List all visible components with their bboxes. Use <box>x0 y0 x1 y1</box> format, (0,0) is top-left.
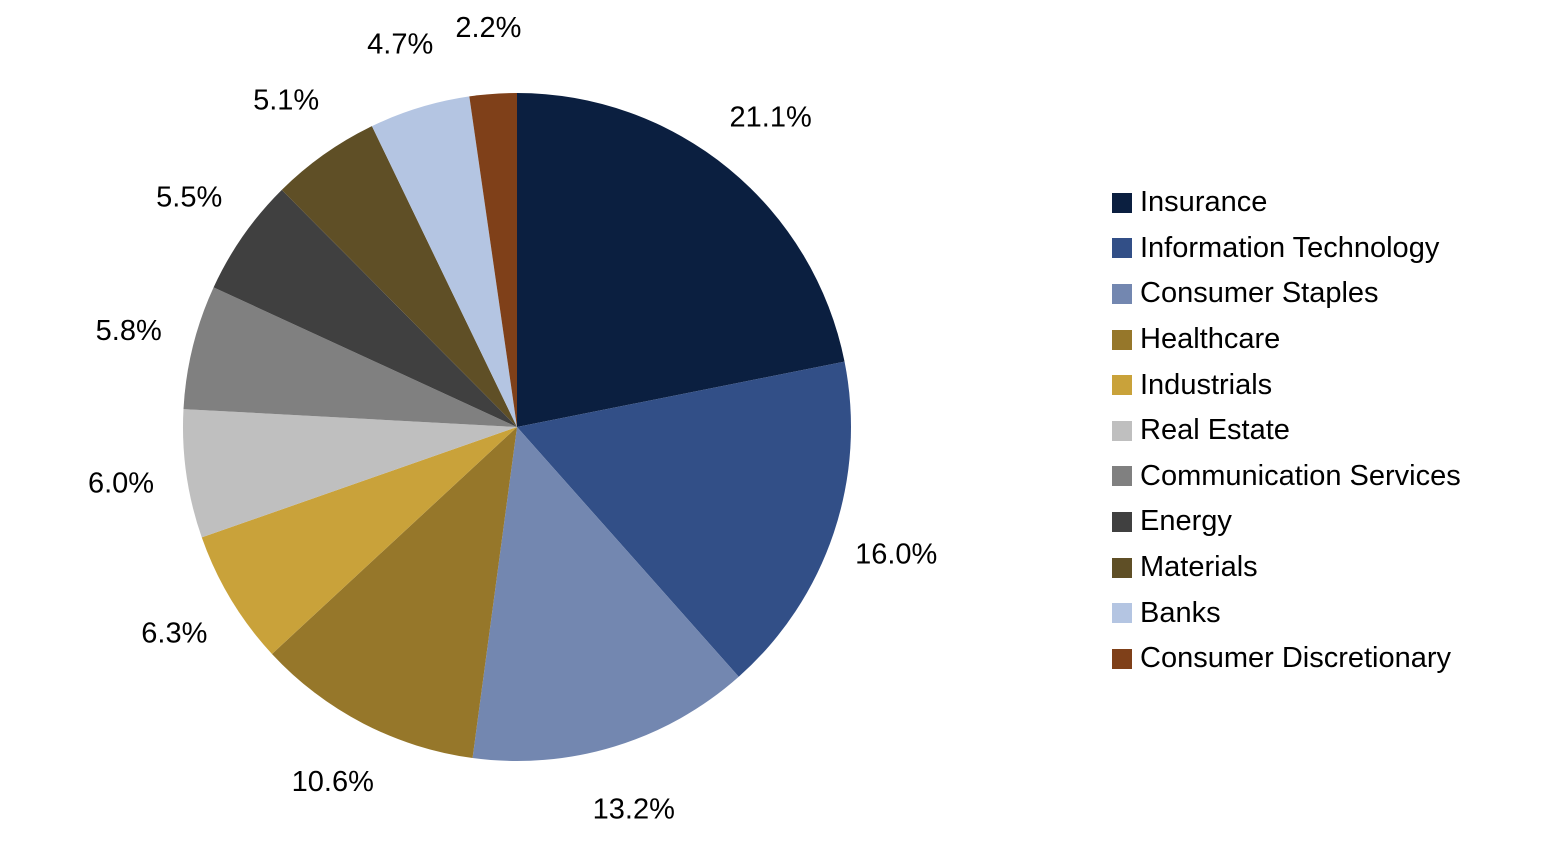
data-label-banks: 4.7% <box>367 28 433 60</box>
pie-slices <box>183 93 851 761</box>
legend-swatch <box>1112 511 1132 532</box>
legend-swatch <box>1112 466 1132 487</box>
pie-slice-banks <box>371 96 517 427</box>
legend-label: Healthcare <box>1140 323 1281 356</box>
legend-item-consumer-staples: Consumer Staples <box>1112 271 1461 317</box>
chart-legend: Insurance Information Technology Consumer … <box>1112 180 1461 682</box>
legend-item-insurance: Insurance <box>1112 180 1461 226</box>
legend-label: Communication Services <box>1140 459 1461 492</box>
legend-label: Energy <box>1140 505 1232 538</box>
data-label-consumer-discretionary: 2.2% <box>455 12 521 44</box>
legend-swatch <box>1112 420 1132 441</box>
pie-slice-information-technology <box>517 361 851 677</box>
legend-item-information-technology: Information Technology <box>1112 226 1461 272</box>
legend-swatch <box>1112 648 1132 669</box>
data-label-industrials: 6.3% <box>141 617 207 649</box>
legend-label: Consumer Discretionary <box>1140 642 1452 675</box>
legend-label: Industrials <box>1140 368 1273 401</box>
pie-slice-insurance <box>517 93 845 427</box>
legend-swatch <box>1112 329 1132 350</box>
legend-label: Insurance <box>1140 186 1268 219</box>
legend-item-industrials: Industrials <box>1112 362 1461 408</box>
pie-slice-real-estate <box>183 409 518 538</box>
legend-label: Real Estate <box>1140 414 1290 447</box>
data-label-energy: 5.5% <box>156 182 222 214</box>
legend-item-energy: Energy <box>1112 499 1461 545</box>
legend-label: Information Technology <box>1140 231 1440 264</box>
pie-slice-materials <box>281 126 517 427</box>
data-label-insurance: 21.1% <box>730 102 812 134</box>
data-label-materials: 5.1% <box>253 84 319 116</box>
legend-swatch <box>1112 283 1132 304</box>
legend-item-healthcare: Healthcare <box>1112 317 1461 363</box>
data-label-communication-services: 5.8% <box>96 315 162 347</box>
legend-item-materials: Materials <box>1112 545 1461 591</box>
legend-item-real-estate: Real Estate <box>1112 408 1461 454</box>
legend-item-banks: Banks <box>1112 590 1461 636</box>
legend-swatch <box>1112 375 1132 396</box>
legend-swatch <box>1112 557 1132 578</box>
data-label-consumer-staples: 13.2% <box>593 794 675 826</box>
pie-slice-industrials <box>201 427 517 654</box>
legend-swatch <box>1112 238 1132 259</box>
pie-slice-consumer-discretionary <box>469 93 517 427</box>
pie-slice-energy <box>213 189 517 427</box>
data-label-healthcare: 10.6% <box>292 766 374 798</box>
legend-swatch <box>1112 603 1132 624</box>
pie-slice-healthcare <box>271 427 517 759</box>
legend-label: Materials <box>1140 551 1258 584</box>
legend-label: Consumer Staples <box>1140 277 1379 310</box>
pie-slice-communication-services <box>183 287 517 427</box>
pie-slice-consumer-staples <box>472 427 739 761</box>
data-label-real-estate: 6.0% <box>88 467 154 499</box>
legend-swatch <box>1112 192 1132 213</box>
pie-data-labels: 21.1% 16.0% 13.2% 10.6% 6.3% 6.0% 5.8% 5.5% 5.1%… <box>88 12 937 826</box>
legend-item-consumer-discretionary: Consumer Discretionary <box>1112 636 1461 682</box>
legend-label: Banks <box>1140 596 1221 629</box>
legend-item-communication-services: Communication Services <box>1112 454 1461 500</box>
data-label-information-technology: 16.0% <box>855 538 937 570</box>
